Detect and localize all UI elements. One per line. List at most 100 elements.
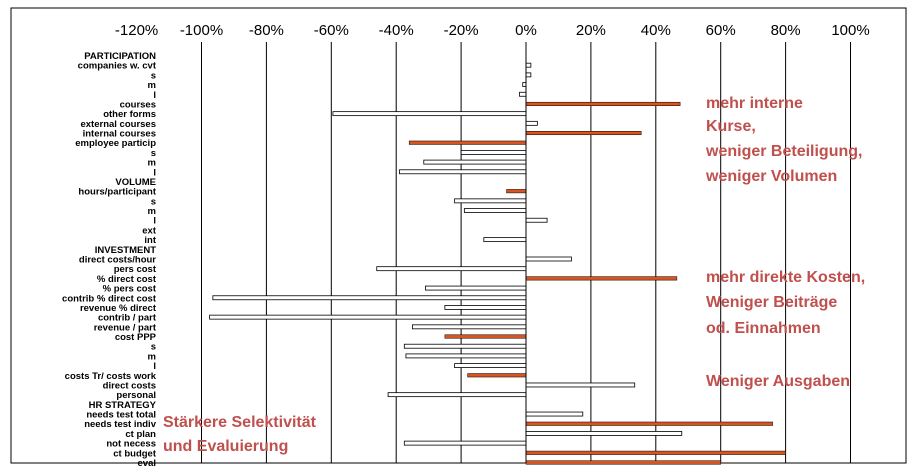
bar bbox=[525, 72, 532, 78]
bar bbox=[403, 343, 527, 349]
category-label: m bbox=[148, 351, 156, 362]
x-tick-label: -120% bbox=[115, 22, 158, 39]
annotation-line: Weniger Beiträge bbox=[706, 294, 837, 311]
category-label: direct costs/hour bbox=[79, 255, 156, 266]
plot-frame bbox=[10, 7, 907, 464]
category-label: ct plan bbox=[125, 429, 156, 440]
category-label: VOLUME bbox=[115, 177, 156, 188]
category-label: ct budget bbox=[113, 448, 157, 459]
annotations: mehr interne Kurse, weniger Beteiligung,… bbox=[163, 95, 870, 455]
category-label: cost PPP bbox=[115, 332, 157, 343]
x-tick-label: 100% bbox=[831, 22, 869, 39]
category-label: m bbox=[148, 80, 156, 91]
annotation-line: weniger Volumen bbox=[705, 168, 837, 185]
category-label: eval bbox=[138, 458, 157, 469]
category-label: revenue / part bbox=[94, 322, 157, 333]
annotation-line: Stärkere Selektivität bbox=[163, 414, 317, 431]
bar-highlighted bbox=[444, 334, 527, 339]
annotation-line: mehr direkte Kosten, bbox=[706, 269, 865, 286]
category-label: hours/participant bbox=[78, 187, 156, 198]
category-label: needs test indiv bbox=[84, 419, 157, 430]
x-tick-label: 60% bbox=[706, 22, 736, 39]
annotation-right-mid: mehr direkte Kosten, Weniger Beiträge od… bbox=[706, 269, 870, 337]
category-label: revenue % direct bbox=[80, 303, 157, 314]
category-label: % pers cost bbox=[103, 284, 157, 295]
x-tick-label: -60% bbox=[314, 22, 349, 39]
bar-highlighted bbox=[525, 131, 642, 136]
bar-highlighted bbox=[525, 450, 786, 455]
category-label: PARTICIPATION bbox=[84, 51, 156, 62]
bar bbox=[425, 285, 527, 291]
category-label: l bbox=[153, 167, 156, 178]
bar-highlighted bbox=[525, 460, 721, 465]
bar bbox=[525, 217, 548, 223]
annotation-line: und Evaluierung bbox=[163, 438, 288, 455]
annotation-line: mehr interne bbox=[706, 95, 803, 112]
x-tick-label: -20% bbox=[444, 22, 479, 39]
category-label: contrib / part bbox=[98, 313, 157, 324]
x-tick-label: 40% bbox=[641, 22, 671, 39]
category-label: not necess bbox=[106, 439, 156, 450]
bar bbox=[519, 91, 527, 97]
bar-highlighted bbox=[525, 421, 773, 426]
bar bbox=[444, 305, 527, 310]
category-label: pers cost bbox=[114, 264, 157, 275]
category-label: int bbox=[144, 235, 156, 246]
category-label: s bbox=[151, 342, 156, 353]
category-label: external courses bbox=[80, 119, 156, 130]
annotation-line: od. Einnahmen bbox=[706, 320, 821, 337]
category-label: % direct cost bbox=[97, 274, 157, 285]
category-label: INVESTMENT bbox=[95, 245, 156, 256]
category-label: s bbox=[151, 148, 156, 159]
category-label: l bbox=[153, 361, 156, 372]
annotation-line: Weniger Ausgaben bbox=[706, 373, 850, 390]
x-tick-label: 80% bbox=[771, 22, 801, 39]
bar bbox=[454, 363, 527, 368]
bar-highlighted bbox=[506, 189, 527, 194]
bar bbox=[525, 256, 572, 262]
x-tick-label: -40% bbox=[379, 22, 414, 39]
bar bbox=[525, 62, 532, 68]
category-label: internal courses bbox=[83, 129, 156, 140]
annotation-bottom-left: Stärkere Selektivität und Evaluierung bbox=[163, 414, 320, 455]
x-tick-label: -100% bbox=[180, 22, 223, 39]
grid-lines bbox=[201, 42, 851, 463]
category-label: HR STRATEGY bbox=[89, 400, 157, 411]
bar bbox=[483, 237, 527, 243]
bar bbox=[209, 314, 527, 320]
bar bbox=[403, 440, 527, 446]
category-label: ext bbox=[142, 225, 157, 236]
bar-highlighted bbox=[525, 101, 681, 106]
bar-highlighted bbox=[467, 373, 527, 378]
bar-highlighted bbox=[525, 276, 678, 281]
category-label: direct costs bbox=[103, 380, 156, 391]
bar bbox=[332, 111, 527, 117]
category-label: costs Tr/ costs work bbox=[65, 371, 157, 382]
bar bbox=[412, 324, 527, 330]
bar bbox=[525, 120, 538, 126]
category-label: contrib % direct cost bbox=[62, 293, 157, 304]
category-label: m bbox=[148, 206, 156, 217]
bar bbox=[405, 353, 527, 359]
category-label: employee particip bbox=[75, 138, 156, 149]
annotation-right-top: mehr interne Kurse, weniger Beteiligung,… bbox=[705, 95, 867, 185]
x-tick-label: 0% bbox=[515, 22, 537, 39]
category-label: s bbox=[151, 70, 156, 81]
annotation-right-low: Weniger Ausgaben bbox=[706, 373, 850, 390]
bar bbox=[460, 150, 527, 155]
x-axis-tick-labels: -120% -100% -80% -60% -40% -20% 0% 20% 40% 60% 80%… bbox=[115, 22, 870, 39]
bar bbox=[212, 295, 527, 301]
bar bbox=[423, 159, 527, 165]
annotation-line: Kurse, bbox=[706, 118, 756, 135]
category-label: personal bbox=[116, 390, 156, 401]
bar bbox=[525, 382, 636, 388]
bar bbox=[376, 266, 527, 272]
category-label: other forms bbox=[103, 109, 156, 120]
category-label: needs test total bbox=[86, 410, 156, 421]
category-label: courses bbox=[120, 99, 156, 110]
category-label: s bbox=[151, 196, 156, 207]
x-tick-label: -80% bbox=[249, 22, 284, 39]
category-label: companies w. cvt bbox=[78, 61, 157, 72]
bar bbox=[387, 392, 527, 398]
